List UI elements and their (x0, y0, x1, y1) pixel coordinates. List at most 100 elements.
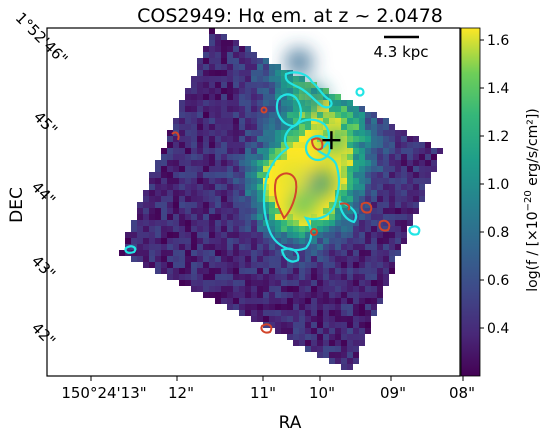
pixel (311, 334, 317, 340)
pixel (377, 208, 383, 214)
pixel (149, 232, 155, 238)
pixel (323, 274, 329, 280)
pixel (131, 226, 137, 232)
red-contour-south (260, 323, 273, 334)
pixel (329, 298, 335, 304)
plot-frame (46, 27, 461, 377)
pixel (377, 160, 383, 166)
pixel (275, 286, 281, 292)
pixel (233, 64, 239, 70)
pixel (311, 130, 317, 136)
pixel (329, 160, 335, 166)
pixel (353, 154, 359, 160)
pixel (233, 136, 239, 142)
pixel (239, 94, 245, 100)
pixel (263, 172, 269, 178)
pixel (221, 274, 227, 280)
pixel (353, 304, 359, 310)
pixel (263, 64, 269, 70)
pixel (341, 106, 347, 112)
pixel (245, 208, 251, 214)
pixel (365, 304, 371, 310)
pixel (347, 298, 353, 304)
pixel (203, 94, 209, 100)
pixel (293, 88, 299, 94)
pixel (275, 148, 281, 154)
pixel (275, 232, 281, 238)
pixel (335, 208, 341, 214)
pixel (383, 214, 389, 220)
pixel (245, 136, 251, 142)
pixel (407, 196, 413, 202)
pixel (311, 220, 317, 226)
pixel (281, 226, 287, 232)
pixel (167, 256, 173, 262)
pixel (419, 172, 425, 178)
cross-marker (322, 131, 341, 150)
pixel (239, 148, 245, 154)
pixel (167, 208, 173, 214)
pixel (305, 232, 311, 238)
pixel (281, 304, 287, 310)
pixel (191, 100, 197, 106)
pixel (191, 142, 197, 148)
pixel (389, 166, 395, 172)
pixel (203, 178, 209, 184)
pixel (221, 196, 227, 202)
pixel (269, 220, 275, 226)
pixel (395, 190, 401, 196)
pixel (251, 94, 257, 100)
pixel (359, 232, 365, 238)
pixel (395, 250, 401, 256)
pixel (365, 256, 371, 262)
cyan-contour-dot (355, 87, 365, 97)
pixel (341, 316, 347, 322)
pixel (263, 292, 269, 298)
pixel (245, 226, 251, 232)
pixel (365, 148, 371, 154)
pixel (227, 244, 233, 250)
pixel (323, 280, 329, 286)
pixel (245, 262, 251, 268)
pixel (377, 292, 383, 298)
pixel (251, 64, 257, 70)
pixel (257, 148, 263, 154)
pixel (257, 310, 263, 316)
pixel (407, 166, 413, 172)
pixel (221, 100, 227, 106)
pixel (227, 214, 233, 220)
pixel (341, 328, 347, 334)
pixel (251, 70, 257, 76)
pixel (197, 232, 203, 238)
pixel (335, 262, 341, 268)
pixel (251, 298, 257, 304)
pixel (251, 58, 257, 64)
pixel (389, 220, 395, 226)
pixel (401, 214, 407, 220)
pixel (305, 118, 311, 124)
pixel (209, 238, 215, 244)
pixel (359, 124, 365, 130)
pixel (323, 346, 329, 352)
pixel (323, 322, 329, 328)
pixel (143, 238, 149, 244)
pixel (275, 310, 281, 316)
pixel (377, 202, 383, 208)
pixel (209, 76, 215, 82)
pixel (185, 118, 191, 124)
pixel (221, 220, 227, 226)
pixel (221, 250, 227, 256)
pixel (293, 142, 299, 148)
pixel (371, 172, 377, 178)
pixel (221, 118, 227, 124)
pixel (311, 304, 317, 310)
pixel (257, 244, 263, 250)
pixel (227, 280, 233, 286)
pixel (179, 214, 185, 220)
pixel (233, 196, 239, 202)
pixel (221, 172, 227, 178)
pixel (185, 256, 191, 262)
pixel (209, 202, 215, 208)
pixel (323, 202, 329, 208)
pixel (125, 232, 131, 238)
